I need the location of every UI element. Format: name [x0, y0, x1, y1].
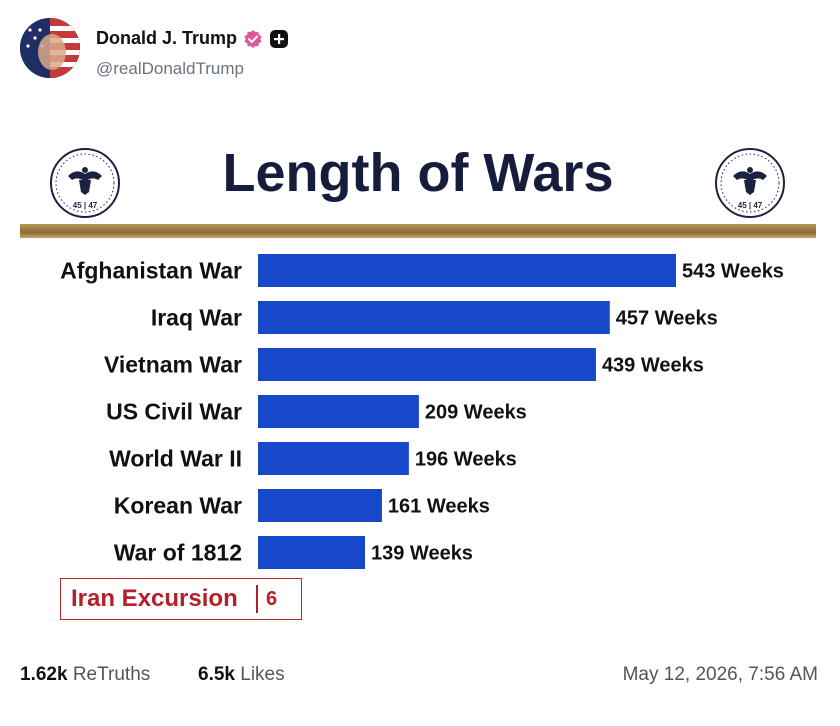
- iran-excursion-divider: [256, 585, 258, 613]
- value-label: 543 Weeks: [682, 261, 784, 283]
- category-label: Afghanistan War: [60, 258, 242, 284]
- post-image[interactable]: 45 | 47 Length of Wars 45 | 47 Afghanist…: [18, 132, 818, 632]
- gold-divider: [20, 224, 816, 238]
- likes-label: Likes: [240, 664, 285, 685]
- presidential-seal-icon: 45 | 47: [48, 146, 122, 220]
- bar: [258, 395, 419, 428]
- value-label: 439 Weeks: [602, 355, 704, 377]
- bar: [258, 254, 676, 287]
- category-label: Vietnam War: [104, 352, 242, 378]
- post-footer: 1.62k ReTruths 6.5k Likes May 12, 2026, …: [20, 662, 820, 692]
- seal-text: 45 | 47: [738, 201, 763, 210]
- bar: [258, 348, 596, 381]
- category-label: War of 1812: [114, 540, 242, 566]
- bar: [258, 301, 610, 334]
- author-display-name[interactable]: Donald J. Trump: [96, 28, 238, 48]
- category-label: US Civil War: [106, 399, 242, 425]
- plus-badge-icon: [269, 29, 289, 49]
- category-label: Korean War: [114, 493, 242, 519]
- value-label: 139 Weeks: [371, 543, 473, 565]
- bar: [258, 536, 366, 569]
- category-label: Iraq War: [151, 305, 242, 331]
- war-length-bar-chart: Afghanistan War 543 Weeks Iraq War 457 Week…: [60, 254, 784, 569]
- value-label: 209 Weeks: [425, 402, 527, 424]
- iran-excursion-label: Iran Excursion: [71, 585, 238, 612]
- likes-count: 6.5k: [198, 664, 235, 685]
- iran-excursion-value: 6: [266, 587, 278, 610]
- chart-title: Length of Wars: [222, 143, 614, 203]
- post-header: Donald J. Trump @realDonaldTrump: [20, 18, 820, 82]
- verified-badge-icon: [243, 29, 263, 49]
- post-timestamp[interactable]: May 12, 2026, 7:56 AM: [622, 664, 818, 685]
- value-label: 457 Weeks: [616, 308, 718, 330]
- retruths-label: ReTruths: [72, 664, 151, 685]
- author-handle[interactable]: @realDonaldTrump: [96, 59, 244, 78]
- iran-excursion-callout: Iran Excursion 6: [60, 578, 302, 620]
- presidential-seal-icon: 45 | 47: [713, 146, 787, 220]
- retruths-stat[interactable]: 1.62k ReTruths: [20, 664, 150, 686]
- value-label: 161 Weeks: [388, 496, 490, 518]
- category-label: World War II: [109, 446, 242, 472]
- avatar[interactable]: [20, 18, 80, 78]
- seal-text: 45 | 47: [73, 201, 98, 210]
- retruths-count: 1.62k: [20, 664, 68, 685]
- bar: [258, 442, 409, 475]
- value-label: 196 Weeks: [415, 449, 517, 471]
- likes-stat[interactable]: 6.5k Likes: [198, 664, 285, 686]
- bar: [258, 489, 382, 522]
